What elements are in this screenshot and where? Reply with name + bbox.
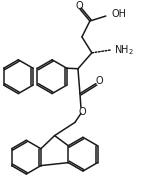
Text: NH$_2$: NH$_2$	[114, 43, 134, 57]
Text: O: O	[75, 1, 83, 11]
Text: O: O	[95, 76, 103, 86]
Text: O: O	[78, 107, 86, 117]
Text: OH: OH	[112, 9, 127, 19]
